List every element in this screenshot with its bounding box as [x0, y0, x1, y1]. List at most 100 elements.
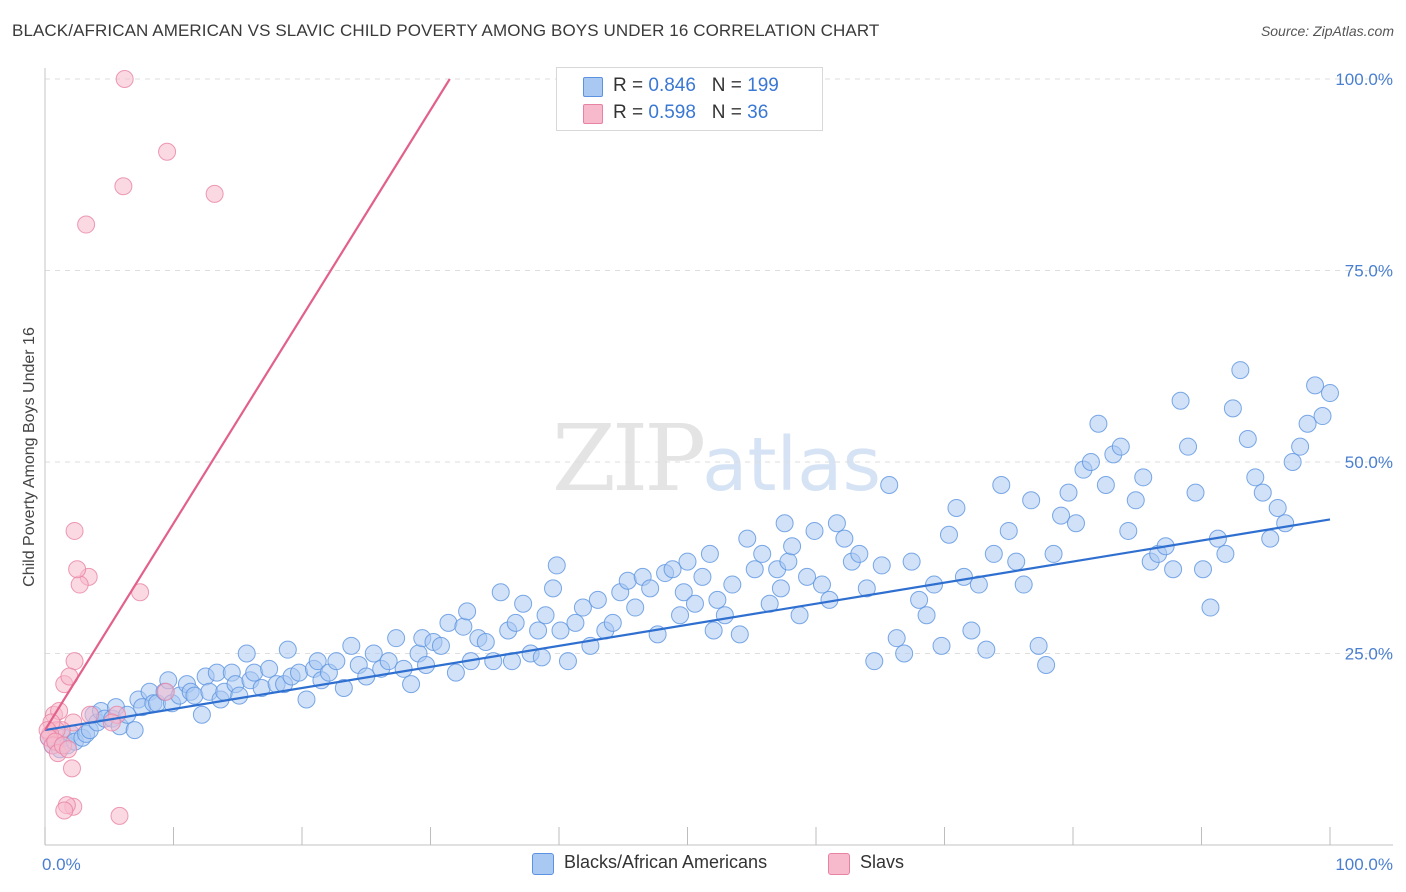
point-blacks [730, 625, 749, 644]
point-blacks [364, 644, 383, 663]
point-slavs [205, 184, 224, 203]
chart-title: BLACK/AFRICAN AMERICAN VS SLAVIC CHILD P… [12, 21, 880, 40]
point-blacks [1261, 529, 1280, 548]
point-blacks [954, 567, 973, 586]
trend-line-slavs [44, 78, 451, 731]
point-blacks [723, 575, 742, 594]
point-blacks [798, 567, 817, 586]
point-blacks [827, 514, 846, 533]
point-blacks [1052, 506, 1071, 525]
point-blacks [1029, 636, 1048, 655]
trend-line-blacks [44, 518, 1331, 732]
point-blacks [551, 621, 570, 640]
point-blacks [327, 652, 346, 671]
point-blacks [1089, 414, 1108, 433]
series-blacks-points [39, 361, 1339, 759]
point-blacks [278, 640, 297, 659]
y-axis-title: Child Poverty Among Boys Under 16 [21, 327, 38, 587]
point-blacks [1134, 468, 1153, 487]
point-blacks [977, 640, 996, 659]
point-blacks [1268, 498, 1287, 517]
point-blacks [245, 663, 264, 682]
point-blacks [1238, 430, 1257, 449]
point-blacks [835, 529, 854, 548]
point-slavs [65, 652, 84, 671]
point-blacks [603, 613, 622, 632]
point-blacks [431, 636, 450, 655]
bottom-legend-swatch-blacks [532, 853, 554, 875]
watermark: ZIPatlas [552, 405, 881, 512]
point-blacks [1201, 598, 1220, 617]
point-blacks [1007, 552, 1026, 571]
point-blacks [439, 613, 458, 632]
point-blacks [671, 606, 690, 625]
point-blacks [865, 652, 884, 671]
point-blacks [536, 606, 555, 625]
point-blacks [529, 621, 548, 640]
legend-swatch-slavs [583, 104, 603, 124]
point-blacks [558, 652, 577, 671]
point-blacks [185, 686, 204, 705]
point-slavs [102, 713, 121, 732]
point-blacks [1096, 475, 1115, 494]
point-blacks [887, 629, 906, 648]
point-blacks [1126, 491, 1145, 510]
point-blacks [1291, 437, 1310, 456]
point-blacks [308, 652, 327, 671]
y-tick-label: 100.0% [1335, 70, 1393, 89]
point-blacks [1059, 483, 1078, 502]
legend-r-value: 0.846 [648, 75, 696, 96]
point-slavs [158, 142, 177, 161]
point-blacks [1253, 483, 1272, 502]
legend-swatch-blacks [583, 77, 603, 97]
point-blacks [379, 652, 398, 671]
point-blacks [125, 721, 144, 740]
bottom-legend-swatch-slavs [828, 853, 850, 875]
point-blacks [1179, 437, 1198, 456]
point-blacks [674, 583, 693, 602]
point-blacks [779, 552, 798, 571]
tick-labels: 25.0% 50.0% 75.0% 100.0% 0.0% 100.0% [42, 70, 1393, 874]
legend-n-label: N = [711, 75, 748, 96]
point-blacks [872, 556, 891, 575]
point-blacks [506, 613, 525, 632]
point-blacks [850, 544, 869, 563]
point-blacks [573, 598, 592, 617]
point-blacks [999, 521, 1018, 540]
point-blacks [678, 552, 697, 571]
point-blacks [237, 644, 256, 663]
point-blacks [917, 606, 936, 625]
point-blacks [962, 621, 981, 640]
point-slavs [55, 801, 74, 820]
point-blacks [947, 498, 966, 517]
watermark-zip: ZIP [552, 405, 706, 512]
x-tick-label: 100.0% [1335, 855, 1393, 874]
point-blacks [790, 606, 809, 625]
point-blacks [290, 663, 309, 682]
point-blacks [641, 579, 660, 598]
correlation-legend: R = 0.846 N = 199 R = 0.598 N = 36 [556, 67, 823, 131]
point-blacks [745, 560, 764, 579]
point-blacks [626, 598, 645, 617]
point-slavs [68, 560, 87, 579]
point-blacks [1186, 483, 1205, 502]
bottom-legend-label-blacks: Blacks/African Americans [564, 852, 768, 872]
legend-n-value: 199 [747, 75, 779, 96]
point-slavs [70, 575, 89, 594]
point-blacks [939, 525, 958, 544]
legend-text-blacks: R = 0.846 N = 199 [613, 75, 779, 97]
point-blacks [334, 678, 353, 697]
point-blacks [805, 521, 824, 540]
point-slavs [115, 70, 134, 88]
point-blacks [812, 575, 831, 594]
point-blacks [532, 648, 551, 667]
trend-lines [44, 78, 1331, 732]
point-blacks [1276, 514, 1295, 533]
point-blacks [902, 552, 921, 571]
legend-r-label: R = [613, 75, 649, 96]
point-blacks [857, 579, 876, 598]
point-blacks [230, 686, 249, 705]
point-blacks [1111, 437, 1130, 456]
point-blacks [1193, 560, 1212, 579]
point-blacks [618, 571, 637, 590]
